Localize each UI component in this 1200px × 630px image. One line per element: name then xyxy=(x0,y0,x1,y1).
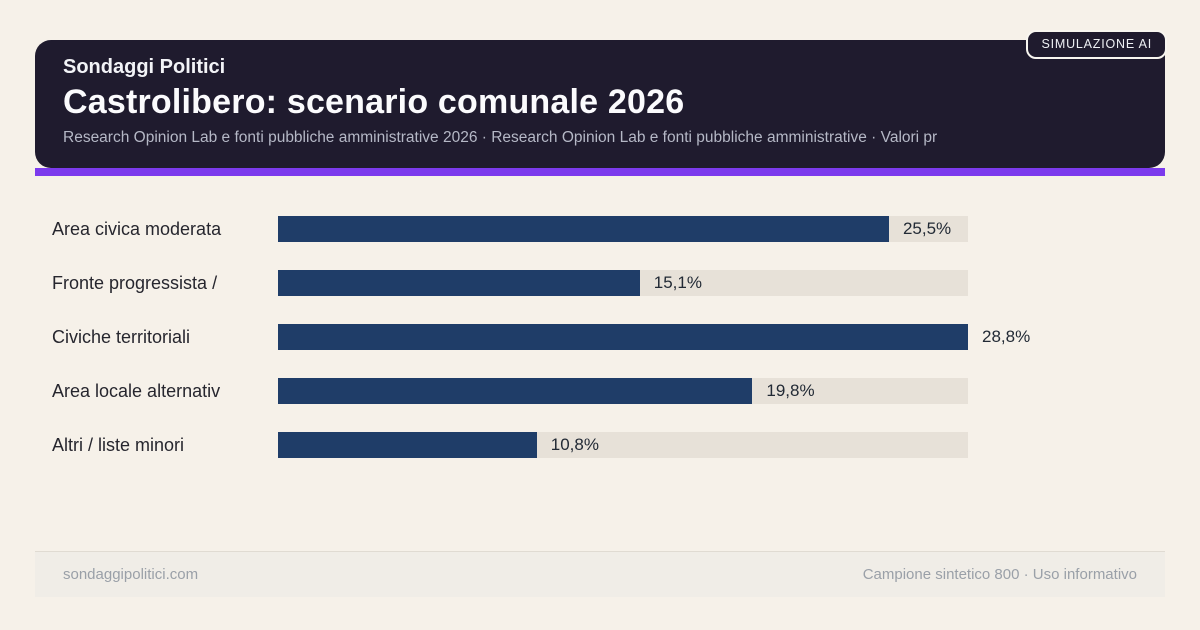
header-card: Sondaggi Politici Castrolibero: scenario… xyxy=(35,40,1165,168)
category-label: Civiche territoriali xyxy=(52,326,191,347)
bar-area: 25,5% xyxy=(278,216,968,242)
bar-area: 19,8% xyxy=(278,378,968,404)
header-kicker: Sondaggi Politici xyxy=(63,56,226,78)
bar-area: 15,1% xyxy=(278,270,968,296)
header-subtitle: Research Opinion Lab e fonti pubbliche a… xyxy=(63,129,938,147)
footer-site-text: sondaggipolitici.com xyxy=(63,566,199,583)
bar-fill xyxy=(278,324,968,350)
footer-note: Campione sintetico 800 · Uso informativo xyxy=(862,566,1137,583)
category-label: Fronte progressista / xyxy=(52,272,218,293)
bar-area: 10,8% xyxy=(278,432,968,458)
bar-chart: Area civica moderata 25,5% Fronte progress… xyxy=(52,176,1162,486)
bar-fill xyxy=(278,432,537,458)
simulation-badge: SIMULAZIONE AI xyxy=(1026,30,1167,59)
bar-value-label: 15,1% xyxy=(653,273,702,292)
bar-fill xyxy=(278,270,640,296)
chart-row: Altri / liste minori 10,8% xyxy=(52,432,1162,458)
accent-bar xyxy=(35,168,1165,176)
chart-row: Area civica moderata 25,5% xyxy=(52,216,1162,242)
bar-fill xyxy=(278,378,753,404)
chart-row: Fronte progressista / 15,1% xyxy=(52,270,1162,296)
chart-row: Area locale alternativ 19,8% xyxy=(52,378,1162,404)
category-label: Altri / liste minori xyxy=(52,434,185,455)
bar-value-label: 19,8% xyxy=(766,381,815,400)
category-label: Area locale alternativ xyxy=(52,380,221,401)
bar-value-label: 10,8% xyxy=(550,435,599,454)
bar-fill xyxy=(278,216,889,242)
footer: sondaggipolitici.com Campione sintetico … xyxy=(35,551,1165,597)
category-label: Area civica moderata xyxy=(52,218,222,239)
page-title: Castrolibero: scenario comunale 2026 xyxy=(63,83,685,121)
bar-value-label: 28,8% xyxy=(982,327,1031,346)
bar-value-label: 25,5% xyxy=(902,219,952,238)
chart-row: Civiche territoriali 28,8% xyxy=(52,324,1162,350)
bar-area: 28,8% xyxy=(278,324,1030,350)
